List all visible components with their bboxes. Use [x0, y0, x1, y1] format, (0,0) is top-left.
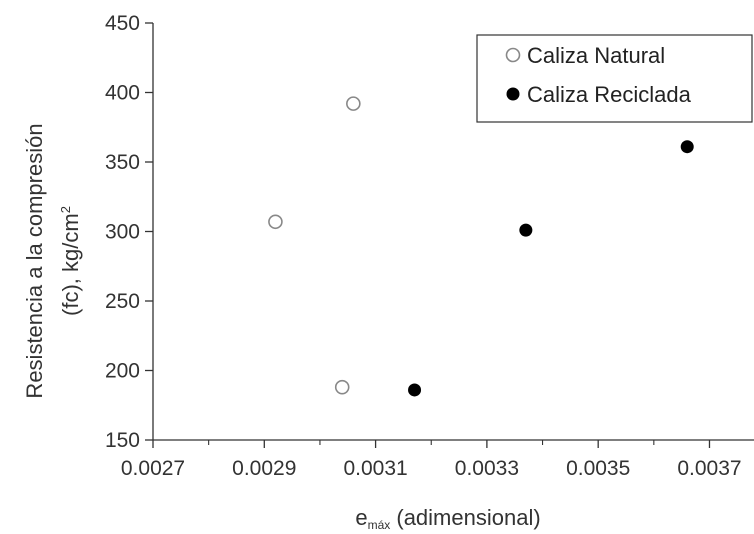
y-tick-label: 400 [105, 82, 140, 105]
x-axis-ticks: 0.0027 0.0029 0.0031 0.0033 0.0035 0.0037 [121, 440, 742, 480]
x-axis-title-rest: (adimensional) [390, 505, 540, 530]
y-tick-label: 200 [105, 360, 140, 383]
y-axis-title-line2-text: (fc), kg/cm [58, 213, 83, 316]
legend-item-reciclada: Caliza Reciclada [506, 82, 692, 107]
data-point-reciclada [519, 223, 533, 237]
y-tick-label: 300 [105, 221, 140, 244]
legend-label-reciclada: Caliza Reciclada [527, 82, 692, 107]
x-tick-label: 0.0033 [455, 457, 519, 480]
plot-area: 150 200 250 300 350 400 450 0.0027 0.0029 0.0031… [105, 12, 754, 480]
data-point-natural [346, 96, 361, 111]
legend-item-natural: Caliza Natural [505, 43, 665, 68]
x-tick-label: 0.0035 [566, 457, 630, 480]
data-point-reciclada [680, 140, 694, 154]
x-tick-label: 0.0031 [343, 457, 407, 480]
x-tick-label: 0.0027 [121, 457, 185, 480]
data-point-reciclada [408, 383, 422, 397]
y-tick-label: 450 [105, 12, 140, 35]
y-axis-title-line1: Resistencia a la compresión [22, 123, 47, 398]
x-tick-label: 0.0037 [677, 457, 741, 480]
data-point-natural [334, 379, 350, 395]
x-tick-label: 0.0029 [232, 457, 296, 480]
y-tick-label: 250 [105, 290, 140, 313]
y-axis-title-line2: (fc), kg/cm2 [58, 206, 83, 316]
y-tick-label: 350 [105, 151, 140, 174]
data-points [268, 96, 694, 397]
x-axis-title-main: e [355, 505, 367, 530]
svg-text:emáx (adimensional): emáx (adimensional) [355, 505, 540, 532]
y-axis-ticks: 150 200 250 300 350 400 450 [105, 12, 153, 452]
x-axis-title: emáx (adimensional) [355, 505, 540, 532]
y-axis-title-superscript: 2 [58, 206, 73, 213]
y-tick-label: 150 [105, 429, 140, 452]
legend-open-circle-marker [505, 47, 521, 63]
y-axis-title: Resistencia a la compresión (fc), kg/cm2 [22, 123, 83, 398]
legend-filled-circle-marker [506, 87, 520, 101]
legend: Caliza Natural Caliza Reciclada [476, 34, 753, 123]
legend-label-natural: Caliza Natural [527, 43, 665, 68]
data-point-natural [268, 214, 283, 230]
legend-box [476, 34, 753, 123]
series-caliza-reciclada [408, 140, 694, 397]
series-caliza-natural [268, 96, 361, 395]
x-axis-title-subscript: máx [368, 518, 391, 532]
